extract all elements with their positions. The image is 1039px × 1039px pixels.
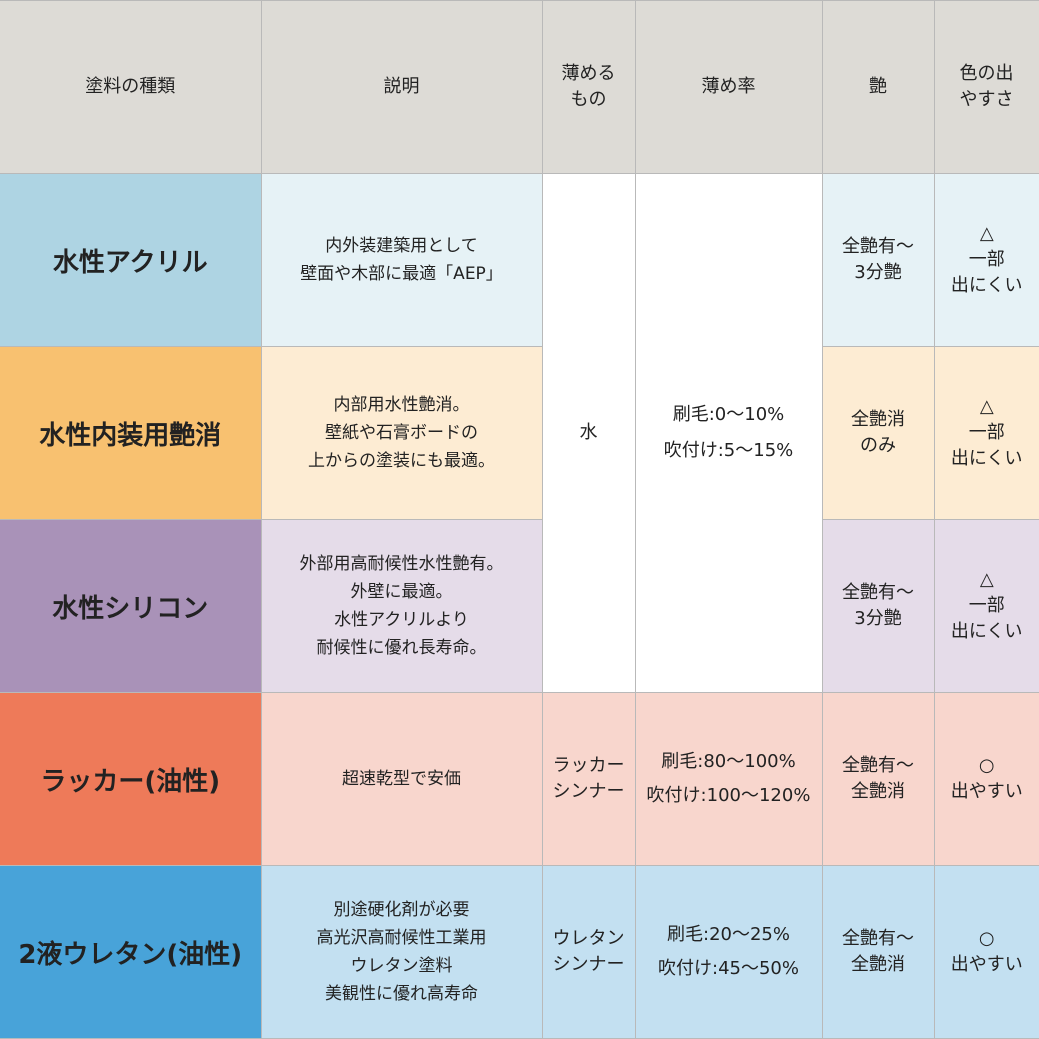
header-gloss: 艶 [821,0,935,174]
cell-line: 一部 [968,422,1005,443]
cell-line: 出にくい [950,448,1023,469]
cell-line: 高光沢高耐候性工業用 [316,928,487,948]
cell-line: 一部 [968,595,1005,616]
paint-type-name: ラッカー(油性) [0,692,262,866]
table-row: 水性内装用艶消 内部用水性艶消。 壁紙や石膏ボードの 上からの塗装にも最適。 全艶消 のみ… [0,346,1039,520]
cell-line: ウレタン [552,928,625,949]
cell-line: 超速乾型で安価 [342,769,461,789]
color-ease: ○ 出やすい [933,865,1039,1039]
gloss: 全艶有〜 全艶消 [821,865,935,1039]
header-color-line: 色の出 [959,63,1014,84]
thinning-ratio: 刷毛:80〜100% 吹付け:100〜120% [634,692,823,866]
cell-line: 全艶有〜 [842,236,914,257]
thinner: ラッカー シンナー [541,692,636,866]
gloss: 全艶有〜 3分艶 [821,519,935,693]
table-row: ラッカー(油性) 超速乾型で安価 ラッカーシンナー 刷毛:80〜100% 吹付け:100… [0,692,1039,866]
cell-line: 一部 [968,249,1005,270]
paint-type-name: 水性アクリル [0,173,262,347]
table-row: 水性シリコン 外部用高耐候性水性艶有。 外壁に最適。 水性アクリルより 耐候性に優れ長寿… [0,519,1039,693]
cell-line: 内部用水性艶消。 [333,395,470,415]
header-thinner: 薄める もの [541,0,636,174]
paint-type-name: 水性シリコン [0,519,262,693]
color-ease: ○ 出やすい [933,692,1039,866]
cell-line: 全艶消 [851,409,905,430]
cell-line: 壁面や木部に最適「AEP」 [300,264,503,284]
cell-line: 外壁に最適。 [350,582,453,602]
cell-line: 出やすい [950,954,1023,975]
header-description: 説明 [260,0,543,174]
cell-line: 美観性に優れ高寿命 [325,984,478,1004]
cell-line: ○ [978,928,995,949]
header-thinner-line: もの [570,89,607,110]
cell-line: 水性アクリルより [334,610,469,630]
cell-line: 全艶有〜 [842,755,914,776]
cell-line: 出にくい [950,275,1023,296]
table-row: 水性アクリル 内外装建築用として 壁面や木部に最適「AEP」水刷毛:0〜10% 吹付け… [0,173,1039,693]
cell-line: 耐候性に優れ長寿命。 [316,638,487,658]
cell-line: 全艶有〜 [842,582,914,603]
cell-line: ○ [978,755,995,776]
header-row: 塗料の種類 説明 薄めるもの 薄め率 艶 色の出やすさ [0,0,1039,174]
table-row: 2液ウレタン(油性) 別途硬化剤が必要 高光沢高耐候性工業用 ウレタン塗料 美観性に優れ… [0,865,1039,1039]
cell-line: 内外装建築用として [325,236,478,256]
cell-line: 3分艶 [854,262,902,283]
cell-line: 出にくい [950,621,1023,642]
cell-line: 全艶消 [851,781,905,802]
cell-line: 刷毛:0〜10% [672,404,785,425]
cell-line: △ [979,569,994,590]
paint-type-name: 水性内装用艶消 [0,346,262,520]
cell-line: △ [979,223,994,244]
header-color: 色の出 やすさ [933,0,1039,174]
paint-description: 超速乾型で安価 [260,692,543,866]
color-ease: △ 一部出にくい [933,519,1039,693]
cell-line: △ [979,396,994,417]
paint-type-name: 2液ウレタン(油性) [0,865,262,1039]
gloss: 全艶有〜 3分艶 [821,173,935,347]
cell-line: 別途硬化剤が必要 [333,900,470,920]
cell-line: シンナー [552,781,625,802]
paint-description: 内部用水性艶消。 壁紙や石膏ボードの 上からの塗装にも最適。 [260,346,543,520]
paint-description: 内外装建築用として壁面や木部に最適「AEP」 [260,173,543,347]
cell-line: 壁紙や石膏ボードの [325,423,478,443]
cell-line: 吹付け:5〜15% [663,440,794,461]
header-color-line: やすさ [959,89,1014,110]
cell-line: 吹付け:45〜50% [658,958,799,979]
thinner-water: 水 [541,173,636,693]
header-ratio: 薄め率 [634,0,823,174]
thinning-ratio: 刷毛:20〜25% 吹付け:45〜50% [634,865,823,1039]
cell-line: 3分艶 [854,608,902,629]
paint-description: 別途硬化剤が必要 高光沢高耐候性工業用 ウレタン塗料美観性に優れ高寿命 [260,865,543,1039]
cell-line: 吹付け:100〜120% [646,785,811,806]
cell-line: のみ [860,435,896,456]
thinner: ウレタン シンナー [541,865,636,1039]
cell-line: 全艶消 [851,954,905,975]
color-ease: △ 一部出にくい [933,173,1039,347]
header-type: 塗料の種類 [0,0,262,174]
cell-line: 刷毛:20〜25% [667,924,790,945]
cell-line: シンナー [552,954,625,975]
cell-line: 全艶有〜 [842,928,914,949]
cell-line: 出やすい [950,781,1023,802]
gloss: 全艶有〜 全艶消 [821,692,935,866]
cell-line: 刷毛:80〜100% [661,751,796,772]
thinning-ratio: 刷毛:0〜10% 吹付け:5〜15% [634,173,823,693]
gloss: 全艶消 のみ [821,346,935,520]
cell-line: ラッカー [552,755,625,776]
paint-description: 外部用高耐候性水性艶有。 外壁に最適。 水性アクリルより 耐候性に優れ長寿命。 [260,519,543,693]
cell-line: 上からの塗装にも最適。 [308,451,495,471]
cell-line: ウレタン塗料 [350,956,453,976]
cell-line: 外部用高耐候性水性艶有。 [299,554,504,574]
header-thinner-line: 薄める [561,63,616,84]
color-ease: △ 一部出にくい [933,346,1039,520]
